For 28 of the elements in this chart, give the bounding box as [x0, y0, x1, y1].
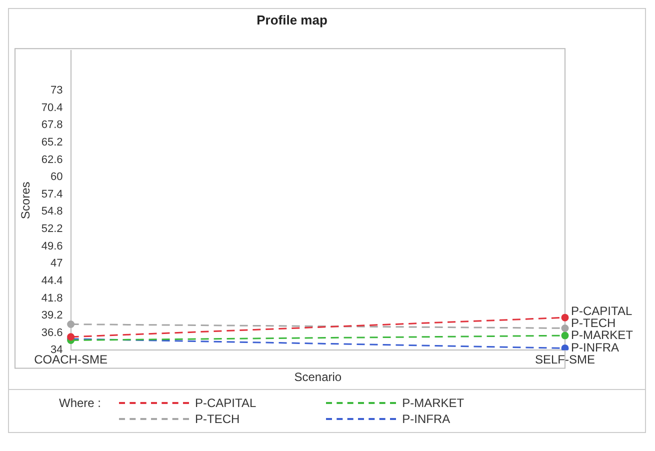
- y-tick-label: 70.4: [41, 102, 63, 114]
- y-tick-label: 54.8: [41, 206, 63, 218]
- y-tick-label: 44.4: [41, 274, 63, 287]
- text: P-INFRA: [402, 412, 450, 426]
- y-tick-label: 62.6: [41, 154, 63, 166]
- y-tick-label: 47: [50, 258, 63, 270]
- chart-title: Profile map: [256, 12, 328, 28]
- text: P-TECH: [195, 412, 240, 426]
- x-axis-title: Scenario: [294, 370, 342, 384]
- y-tick-label: 60: [50, 171, 63, 184]
- series-label: P-MARKET: [571, 328, 634, 342]
- legend-title: Where :: [59, 396, 102, 410]
- text: P-CAPITAL: [195, 396, 256, 410]
- y-tick-label: 73: [50, 84, 63, 97]
- y-tick-label: 39.2: [41, 310, 63, 322]
- series-label: P-TECH: [571, 316, 616, 330]
- x-tick-label: SELF-SME: [534, 352, 596, 367]
- y-tick-label: 57.4: [41, 188, 63, 200]
- y-tick-label: 49.6: [41, 240, 63, 252]
- y-tick-label: 67.8: [41, 119, 63, 132]
- y-axis-title: Scores: [18, 182, 33, 220]
- y-tick-label: 41.8: [41, 292, 63, 304]
- series-label: P-CAPITAL: [571, 304, 632, 318]
- y-tick-label: 36.6: [41, 326, 63, 339]
- series-label: P-INFRA: [571, 340, 619, 355]
- y-tick-label: 52.2: [41, 223, 63, 236]
- y-tick-label: 65.2: [41, 136, 63, 149]
- text: P-MARKET: [402, 396, 464, 410]
